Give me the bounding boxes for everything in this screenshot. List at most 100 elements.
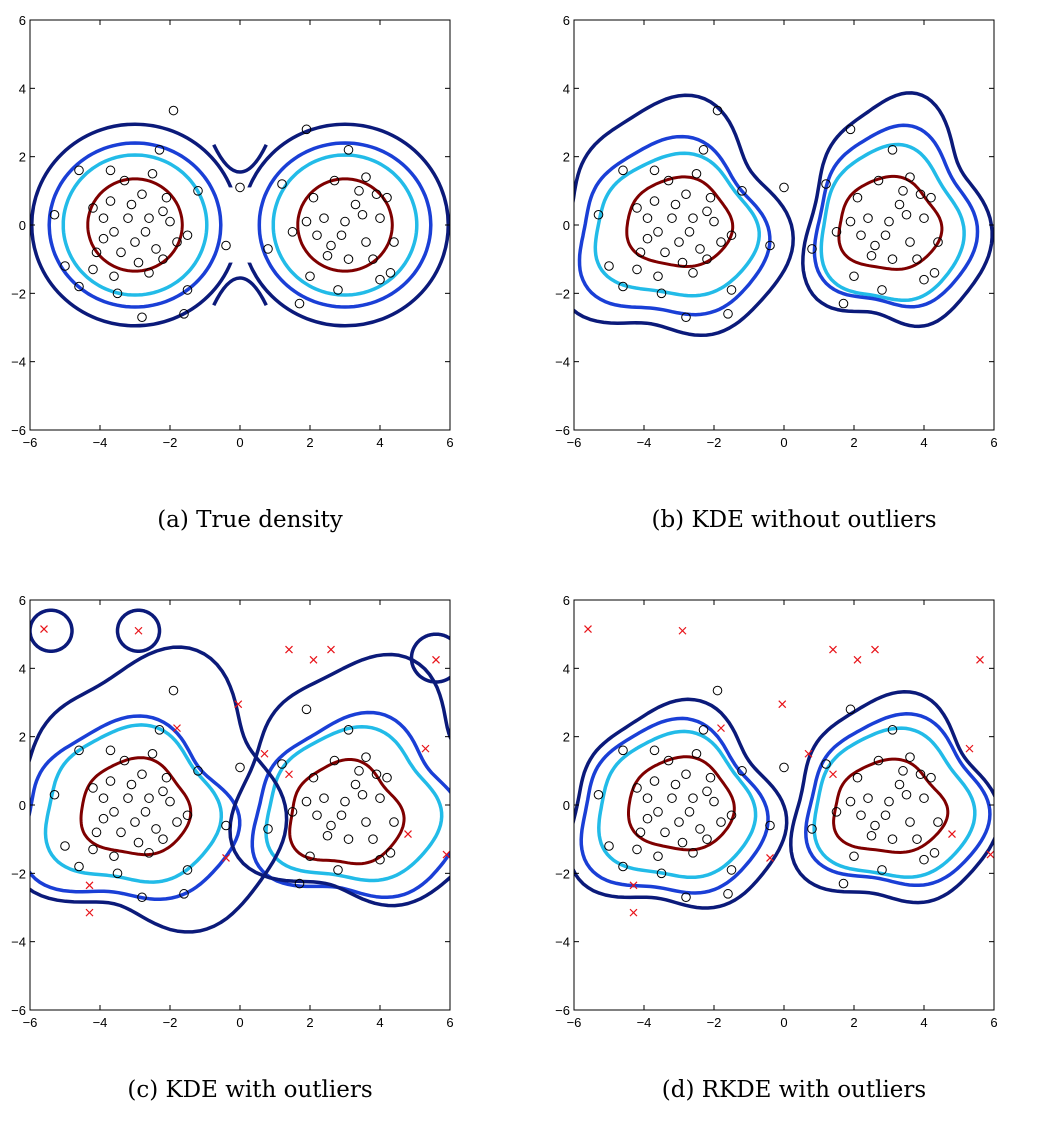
data-point bbox=[144, 213, 154, 223]
data-point bbox=[343, 254, 354, 264]
data-point bbox=[821, 179, 831, 189]
data-point bbox=[649, 745, 660, 756]
data-point bbox=[263, 824, 273, 834]
x-tick-label: 2 bbox=[306, 1015, 313, 1030]
data-point bbox=[168, 105, 179, 116]
outlier-point bbox=[584, 625, 592, 633]
data-point bbox=[382, 192, 392, 203]
panel-kde-with-outliers: −6 −6 −4 −4 −2 −2 0 0 2 2 4 4 6 6 (c) KDE with outlie… bbox=[0, 580, 500, 1135]
x-tick-label: 4 bbox=[920, 435, 927, 450]
data-point bbox=[716, 237, 726, 247]
data-point bbox=[838, 298, 849, 309]
data-point bbox=[705, 192, 716, 203]
data-point bbox=[91, 827, 102, 838]
data-point bbox=[165, 216, 175, 227]
data-point bbox=[235, 762, 245, 773]
data-point bbox=[343, 725, 354, 735]
data-point bbox=[329, 755, 340, 766]
data-point bbox=[845, 124, 856, 135]
data-point bbox=[319, 793, 329, 803]
y-tick-label: 4 bbox=[563, 661, 570, 676]
data-point bbox=[632, 783, 642, 793]
data-point bbox=[898, 766, 908, 776]
data-point bbox=[618, 281, 628, 292]
outlier-point bbox=[965, 744, 974, 753]
outlier-point bbox=[432, 655, 440, 664]
contour-layer bbox=[574, 625, 994, 917]
data-point bbox=[350, 199, 361, 210]
data-point bbox=[667, 213, 677, 223]
contour-line bbox=[86, 177, 184, 273]
contour-line bbox=[115, 608, 162, 654]
y-tick-label: 0 bbox=[563, 798, 570, 813]
data-point bbox=[838, 878, 849, 889]
data-point bbox=[677, 257, 688, 268]
y-tick-label: −4 bbox=[555, 935, 570, 950]
data-point bbox=[312, 810, 322, 821]
data-point bbox=[354, 766, 364, 776]
data-point bbox=[375, 274, 385, 285]
data-point bbox=[887, 145, 898, 155]
x-tick-label: 4 bbox=[920, 1015, 927, 1030]
data-point bbox=[726, 285, 737, 295]
data-point bbox=[88, 203, 98, 213]
data-point bbox=[60, 261, 70, 271]
data-point bbox=[831, 807, 842, 817]
data-point bbox=[653, 227, 663, 237]
contour-line bbox=[597, 729, 758, 880]
contour-line bbox=[832, 757, 950, 854]
data-point bbox=[670, 199, 681, 210]
data-point bbox=[723, 889, 733, 899]
outlier-point bbox=[85, 881, 94, 890]
data-point bbox=[905, 817, 915, 827]
contour-line bbox=[257, 141, 433, 309]
contour-line bbox=[250, 710, 450, 900]
x-tick-label: −4 bbox=[93, 435, 108, 450]
panel-true-density: −6 −6 −4 −4 −2 −2 0 0 2 2 4 4 6 6 (a) True density bbox=[0, 0, 500, 555]
data-point bbox=[301, 124, 312, 135]
data-point bbox=[691, 168, 702, 179]
data-point bbox=[112, 288, 123, 299]
data-point bbox=[898, 186, 908, 196]
data-point bbox=[779, 762, 789, 773]
data-point bbox=[656, 288, 667, 299]
outlier-point bbox=[804, 749, 813, 758]
data-point bbox=[389, 817, 399, 827]
data-point bbox=[779, 182, 789, 193]
outlier-point bbox=[134, 626, 143, 635]
data-point bbox=[688, 213, 698, 223]
data-point bbox=[49, 789, 60, 800]
data-point bbox=[74, 281, 84, 292]
data-point bbox=[333, 865, 343, 875]
data-point bbox=[684, 807, 695, 817]
data-point bbox=[182, 285, 193, 295]
y-tick-label: 2 bbox=[19, 730, 26, 745]
y-tick-label: 6 bbox=[19, 13, 26, 28]
data-point bbox=[653, 851, 663, 862]
data-point bbox=[98, 813, 109, 824]
data-point bbox=[712, 105, 723, 116]
data-point bbox=[371, 189, 382, 200]
data-point bbox=[905, 237, 915, 247]
data-point bbox=[165, 796, 175, 807]
contour-line bbox=[30, 714, 242, 902]
data-point bbox=[74, 165, 84, 176]
contour-line bbox=[789, 689, 994, 905]
plot-true-density: −6−6 −4 −4 −2 −2 0 0 2 2 4 4 6 6 bbox=[11, 13, 453, 450]
data-point bbox=[140, 807, 151, 817]
data-point bbox=[870, 240, 880, 251]
data-point bbox=[235, 182, 245, 193]
data-point bbox=[109, 271, 119, 282]
data-point bbox=[905, 172, 915, 182]
data-point bbox=[98, 213, 109, 223]
panel-kde-without-outliers: −6 −6 −4 −4 −2 −2 0 0 2 2 4 4 6 6 (b) KDE without out… bbox=[544, 0, 1044, 555]
data-point bbox=[343, 834, 354, 844]
y-tick-label: 2 bbox=[563, 730, 570, 745]
contour-line bbox=[819, 142, 966, 303]
data-point bbox=[144, 848, 154, 858]
plot-rkde-with-outliers: −6−6 −4 −4 −2 −2 0 0 2 2 4 4 6 6 bbox=[555, 593, 997, 1030]
contour-line bbox=[625, 175, 735, 268]
y-tick-label: −2 bbox=[555, 286, 570, 301]
data-point bbox=[88, 264, 98, 275]
data-point bbox=[301, 704, 312, 715]
